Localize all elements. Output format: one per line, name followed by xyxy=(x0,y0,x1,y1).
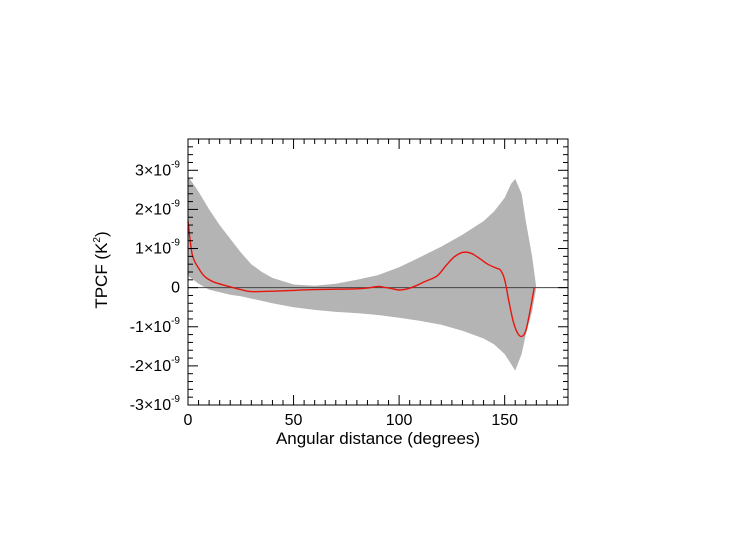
y-tick-label: -1×10-9 xyxy=(130,316,181,336)
y-tick-label: -3×10-9 xyxy=(130,394,181,414)
tpcf-curve-0 xyxy=(187,221,535,338)
y-tick-label: 2×10-9 xyxy=(135,198,180,218)
confidence-band xyxy=(188,176,537,371)
x-tick-label: 150 xyxy=(491,412,518,429)
tick-labels: 0 50 100 150 3×10-9 2×10-9 1×10-9 0 -1×10-9 -2×10… xyxy=(130,159,518,429)
x-tick-label: 50 xyxy=(285,412,303,429)
uncertainty-band xyxy=(188,176,537,371)
y-tick-label: 0 xyxy=(171,280,180,297)
y-tick-label: 3×10-9 xyxy=(135,159,180,179)
y-axis-label: TPCF (K2) xyxy=(92,231,111,308)
ticks xyxy=(187,138,569,406)
y-tick-label: -2×10-9 xyxy=(130,355,181,375)
series-layer xyxy=(187,221,535,338)
x-tick-label: 100 xyxy=(386,412,413,429)
y-tick-label: 1×10-9 xyxy=(135,238,180,258)
x-tick-label: 0 xyxy=(184,412,193,429)
x-axis-label: Angular distance (degrees) xyxy=(276,429,480,448)
